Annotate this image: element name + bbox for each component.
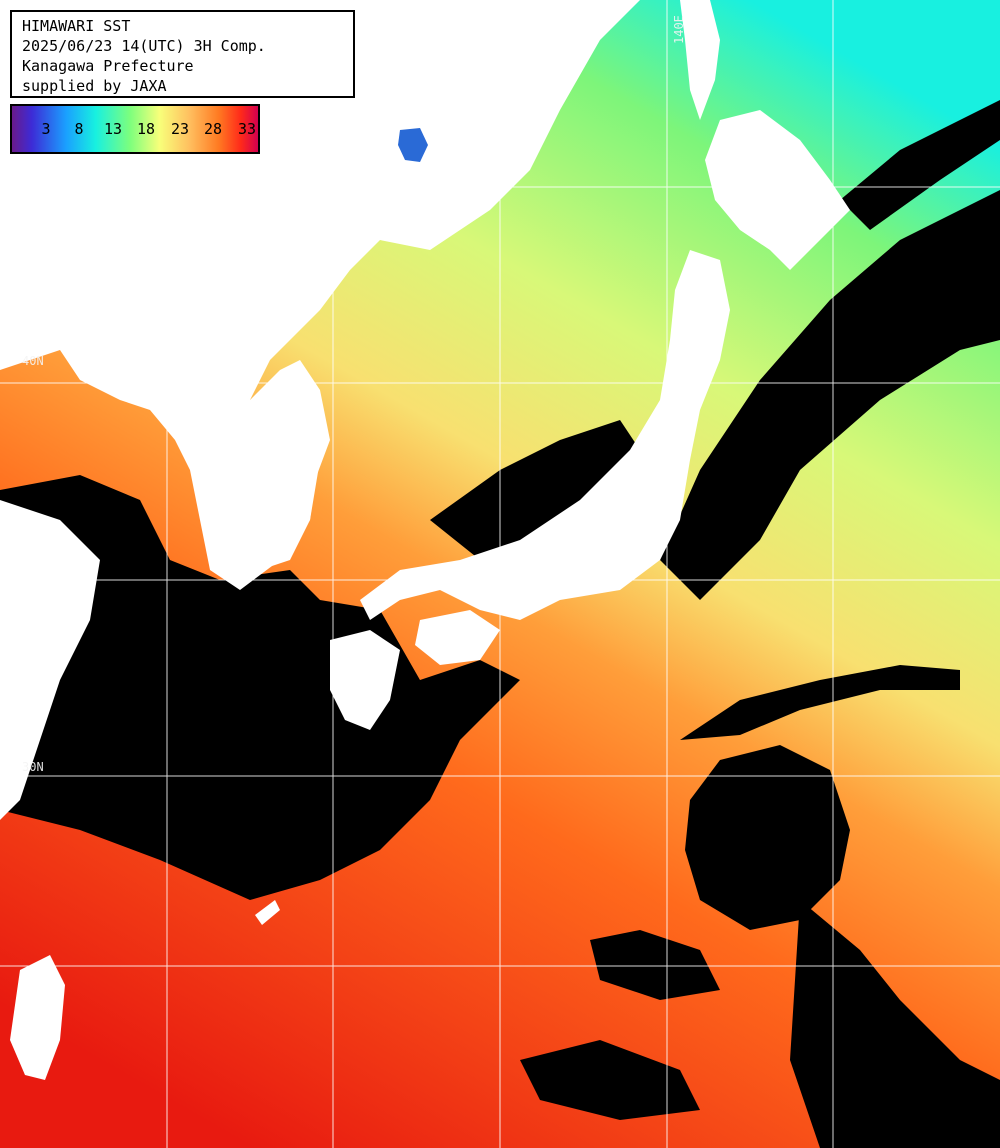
scale-label: 28 [203,120,223,138]
info-title: HIMAWARI SST [22,17,131,35]
cloud-japan-south [430,420,640,560]
cloud-west-sea [0,475,520,900]
land-honshu [360,250,730,620]
cloud-south-east [790,900,1000,1148]
color-scale-labels: 3 8 13 18 23 28 33 [12,120,258,140]
land-okinawa [255,900,280,925]
land-hokkaido [705,110,850,270]
color-scale: 3 8 13 18 23 28 33 [10,104,260,154]
scale-label: 8 [74,120,84,138]
scale-label: 33 [237,120,257,138]
info-credit: supplied by JAXA [22,77,167,95]
land-kyushu [330,630,400,730]
grid-label-lat-30: 30N [22,760,44,774]
info-box: HIMAWARI SST 2025/06/23 14(UTC) 3H Comp.… [10,10,355,98]
land-korea [215,360,330,570]
land-shikoku [415,610,500,665]
grid-label-lon: 140E [672,15,686,44]
cloud-typhoon [685,745,850,930]
scale-label: 3 [41,120,51,138]
scale-label: 18 [136,120,156,138]
cloud-south-lower [520,1040,700,1120]
cloud-mass-east [660,190,1000,600]
lake-island-north [398,128,428,162]
cloud-mass-northeast [840,100,1000,230]
land-sakhalin [680,0,720,120]
info-datetime: 2025/06/23 14(UTC) 3H Comp. [22,37,266,55]
scale-label: 13 [103,120,123,138]
cloud-south-mid [590,930,720,1000]
land-taiwan [10,955,65,1080]
grid-label-lat-40: 40N [22,354,44,368]
scale-label: 23 [170,120,190,138]
cloud-band-typhoon [680,665,960,740]
info-prefecture: Kanagawa Prefecture [22,57,194,75]
